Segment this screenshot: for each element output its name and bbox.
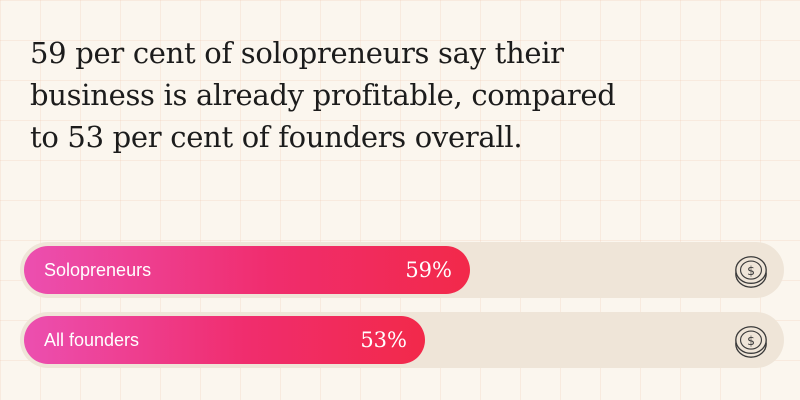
bar-label-solopreneurs: Solopreneurs [44, 260, 152, 280]
bar-value-solopreneurs: 59% [405, 258, 452, 282]
bar-solopreneurs: Solopreneurs 59% [24, 246, 470, 294]
bar-row-solopreneurs: Solopreneurs 59% $ [20, 242, 784, 298]
dollar-coin-icon: $ [735, 256, 767, 288]
svg-text:$: $ [747, 334, 755, 348]
svg-text:$: $ [747, 264, 755, 278]
bar-all-founders: All founders 53% [24, 316, 425, 364]
dollar-coin-icon: $ [735, 326, 767, 358]
bar-row-all-founders: All founders 53% $ [20, 312, 784, 368]
headline: 59 per cent of solopreneurs say their bu… [30, 36, 616, 154]
bar-value-all-founders: 53% [360, 328, 407, 352]
bar-label-all-founders: All founders [44, 330, 140, 350]
